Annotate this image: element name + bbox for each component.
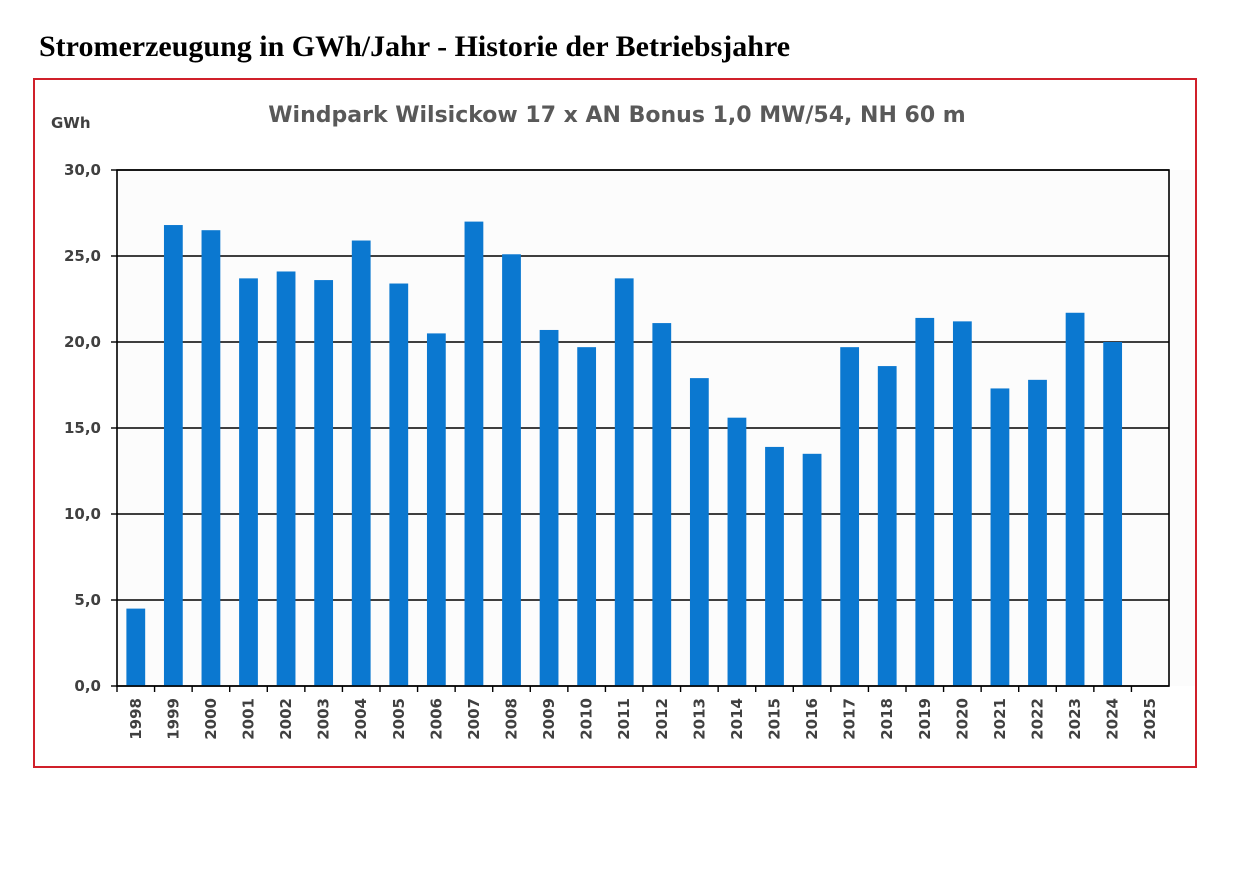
bar-2004 xyxy=(351,240,371,686)
axes xyxy=(116,169,1170,687)
bar-2011 xyxy=(614,278,634,686)
x-tick-label: 2003 xyxy=(315,698,333,740)
chart-title: Windpark Wilsickow 17 x AN Bonus 1,0 MW/… xyxy=(268,103,965,128)
x-tick-label: 2011 xyxy=(615,698,633,740)
bar-2022 xyxy=(1028,379,1047,686)
x-tick-label: 2001 xyxy=(240,698,258,740)
x-tick-label: 2017 xyxy=(841,698,859,740)
x-tick-labels: 1998 1999 2000 2001 2002 2003 2004 2005 2006 2007… xyxy=(127,698,1159,740)
y-tick-label: 15,0 xyxy=(64,419,101,437)
y-tick-label: 30,0 xyxy=(64,161,101,179)
bar-2003 xyxy=(314,280,334,686)
bar-1998 xyxy=(126,608,146,686)
y-tick-labels: 0,0 5,0 10,0 15,0 20,0 25,0 30,0 xyxy=(64,161,101,695)
x-tick-label: 2000 xyxy=(202,698,220,740)
x-tick-label: 2008 xyxy=(503,698,521,740)
bar-2002 xyxy=(276,271,296,686)
bar-2019 xyxy=(915,317,935,686)
bar-2009 xyxy=(539,329,559,686)
x-tick-label: 2024 xyxy=(1104,698,1122,740)
x-tick-label: 2002 xyxy=(277,698,295,740)
x-tick-label: 2022 xyxy=(1029,698,1047,740)
x-tick-label: 2015 xyxy=(766,698,784,740)
bar-2007 xyxy=(464,221,484,686)
x-tick-label: 2005 xyxy=(390,698,408,740)
y-axis-unit-label: GWh xyxy=(51,114,91,132)
bar-2021 xyxy=(990,388,1010,686)
x-tick-label: 2016 xyxy=(803,698,821,740)
x-tick-label: 2010 xyxy=(578,698,596,740)
bar-chart: Windpark Wilsickow 17 x AN Bonus 1,0 MW/… xyxy=(51,103,1195,740)
y-tick-label: 0,0 xyxy=(74,677,101,695)
bar-1999 xyxy=(163,225,183,687)
bar-2010 xyxy=(577,347,597,686)
bar-2020 xyxy=(952,321,972,686)
y-tick-label: 25,0 xyxy=(64,247,101,265)
x-tick-label: 2023 xyxy=(1066,698,1084,740)
bars xyxy=(126,221,1123,687)
bar-2013 xyxy=(689,378,709,686)
x-tick-label: 2025 xyxy=(1141,698,1159,740)
plot-border xyxy=(116,169,1170,687)
x-tick-label: 2004 xyxy=(352,698,370,740)
x-tick-label: 2019 xyxy=(916,698,934,740)
bar-2000 xyxy=(201,230,221,686)
bar-2006 xyxy=(426,333,446,686)
x-tick-label: 2013 xyxy=(690,698,708,740)
page-heading: Stromerzeugung in GWh/Jahr - Historie de… xyxy=(39,30,791,63)
bar-2017 xyxy=(840,347,860,686)
bar-2024 xyxy=(1103,342,1123,686)
bar-2023 xyxy=(1065,312,1085,686)
x-tick-label: 1999 xyxy=(164,698,182,740)
x-tick-label: 2012 xyxy=(653,698,671,740)
bar-2015 xyxy=(765,446,784,686)
x-tick-label: 2007 xyxy=(465,698,483,740)
bar-2005 xyxy=(389,283,409,686)
x-tick-label: 2020 xyxy=(953,698,971,740)
x-tick-label: 2006 xyxy=(427,698,445,740)
x-tick-label: 2014 xyxy=(728,698,746,740)
bar-2014 xyxy=(727,417,747,686)
bar-2001 xyxy=(239,278,258,686)
bar-2016 xyxy=(802,453,822,686)
y-tick-label: 10,0 xyxy=(64,505,101,523)
y-tick-label: 20,0 xyxy=(64,333,101,351)
bar-2018 xyxy=(877,366,897,686)
x-tick-label: 2018 xyxy=(878,698,896,740)
chart-frame: Windpark Wilsickow 17 x AN Bonus 1,0 MW/… xyxy=(33,78,1197,768)
bar-2008 xyxy=(502,254,521,686)
x-tick-label: 2021 xyxy=(991,698,1009,740)
bar-2012 xyxy=(652,323,672,686)
x-tick-label: 1998 xyxy=(127,698,145,740)
x-tick-label: 2009 xyxy=(540,698,558,740)
y-tick-label: 5,0 xyxy=(74,591,101,609)
